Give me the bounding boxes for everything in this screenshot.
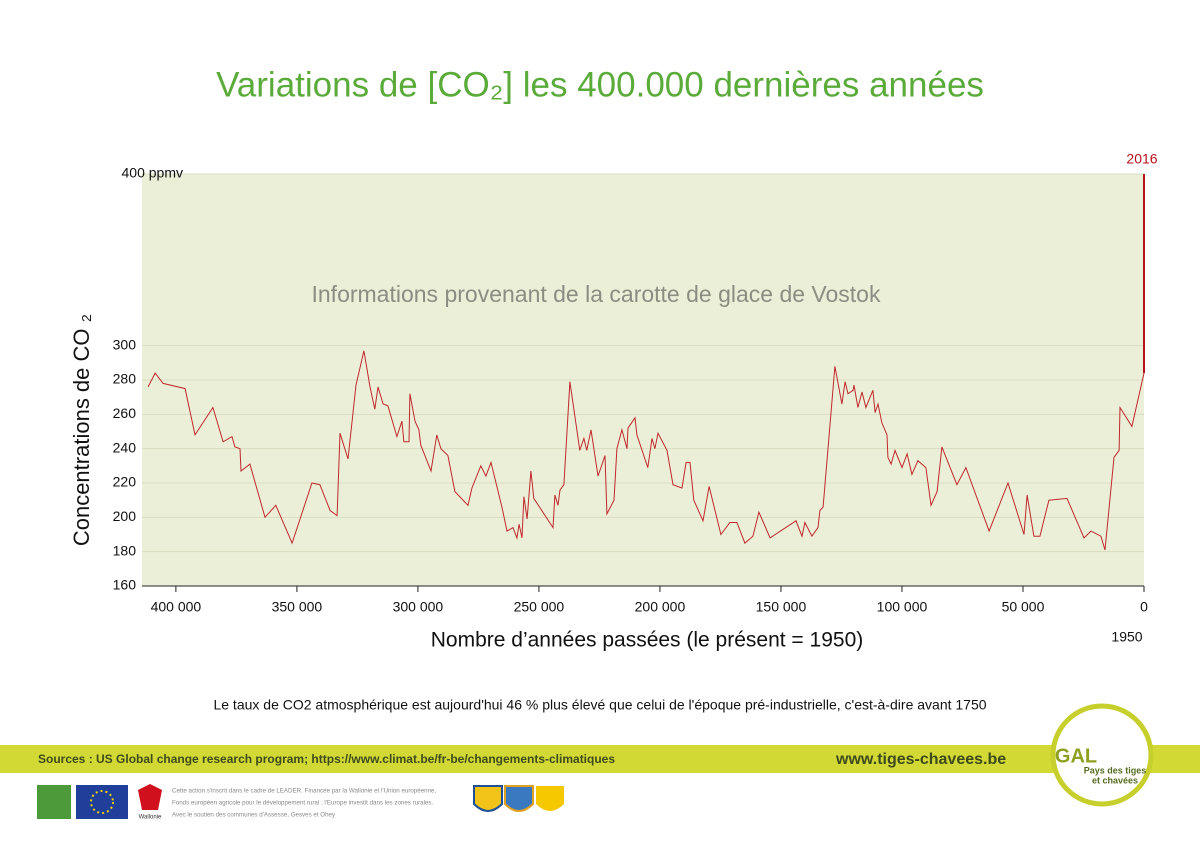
x-tick-label: 400 000 <box>151 599 202 615</box>
x-end-label: 1950 <box>1111 629 1142 645</box>
gal-text: et chavées <box>1092 775 1138 785</box>
website: www.tiges-chavees.be <box>835 751 1006 768</box>
x-tick-label: 200 000 <box>635 599 686 615</box>
y-axis-label: Concentrations de CO ₂ <box>69 314 94 546</box>
commune-shield <box>504 785 534 812</box>
commune-shield <box>536 786 564 811</box>
y-tick-label: 180 <box>113 542 137 558</box>
plot: 160 180 200 220 240 260 280 300 400 ppmv 400 000 3… <box>113 151 1158 615</box>
sources: Sources : US Global change research prog… <box>38 752 615 766</box>
y-tick-label: 280 <box>113 371 137 387</box>
commune-shield <box>473 785 503 812</box>
highlight-label: 2016 <box>1126 151 1157 167</box>
wallonie-logo <box>138 784 162 810</box>
x-tick-label: 350 000 <box>272 599 323 615</box>
x-tick-label: 0 <box>1140 599 1148 615</box>
y-tick-label: 300 <box>113 336 137 352</box>
x-tick-label: 100 000 <box>877 599 928 615</box>
leader-logo <box>37 785 71 819</box>
gal-text: Pays des tiges <box>1084 765 1147 775</box>
gal-text: GAL <box>1055 745 1097 767</box>
wallonie-text: Wallonie <box>139 815 162 821</box>
y-tick-label: 220 <box>113 474 137 490</box>
x-tick-label: 50 000 <box>1002 599 1045 615</box>
footer-band <box>0 745 1200 773</box>
chart-title: Variations de [CO₂] les 400.000 dernière… <box>216 65 984 104</box>
gal-logo <box>1050 703 1154 807</box>
note: Le taux de CO2 atmosphérique est aujourd… <box>213 697 986 713</box>
y-tick-label: 240 <box>113 439 137 455</box>
x-tick-label: 250 000 <box>514 599 565 615</box>
x-tick-label: 150 000 <box>756 599 807 615</box>
eu-stars <box>90 790 114 814</box>
y-tick-label: 160 <box>113 577 137 593</box>
x-axis-label: Nombre d’années passées (le présent = 19… <box>431 629 864 652</box>
data-line <box>147 350 1145 551</box>
fineprint: Fonds européen agricole pour le développ… <box>172 800 433 807</box>
y-tick-label: 200 <box>113 508 137 524</box>
fineprint: Cette action s'inscrit dans le cadre de … <box>172 788 436 795</box>
y-tick-label: 260 <box>113 405 137 421</box>
x-tick-label: 300 000 <box>393 599 444 615</box>
fineprint: Avec le soutien des communes d'Assesse, … <box>172 812 336 819</box>
annotation: Informations provenant de la carotte de … <box>312 281 881 307</box>
y-tick-label: 400 ppmv <box>122 165 183 181</box>
